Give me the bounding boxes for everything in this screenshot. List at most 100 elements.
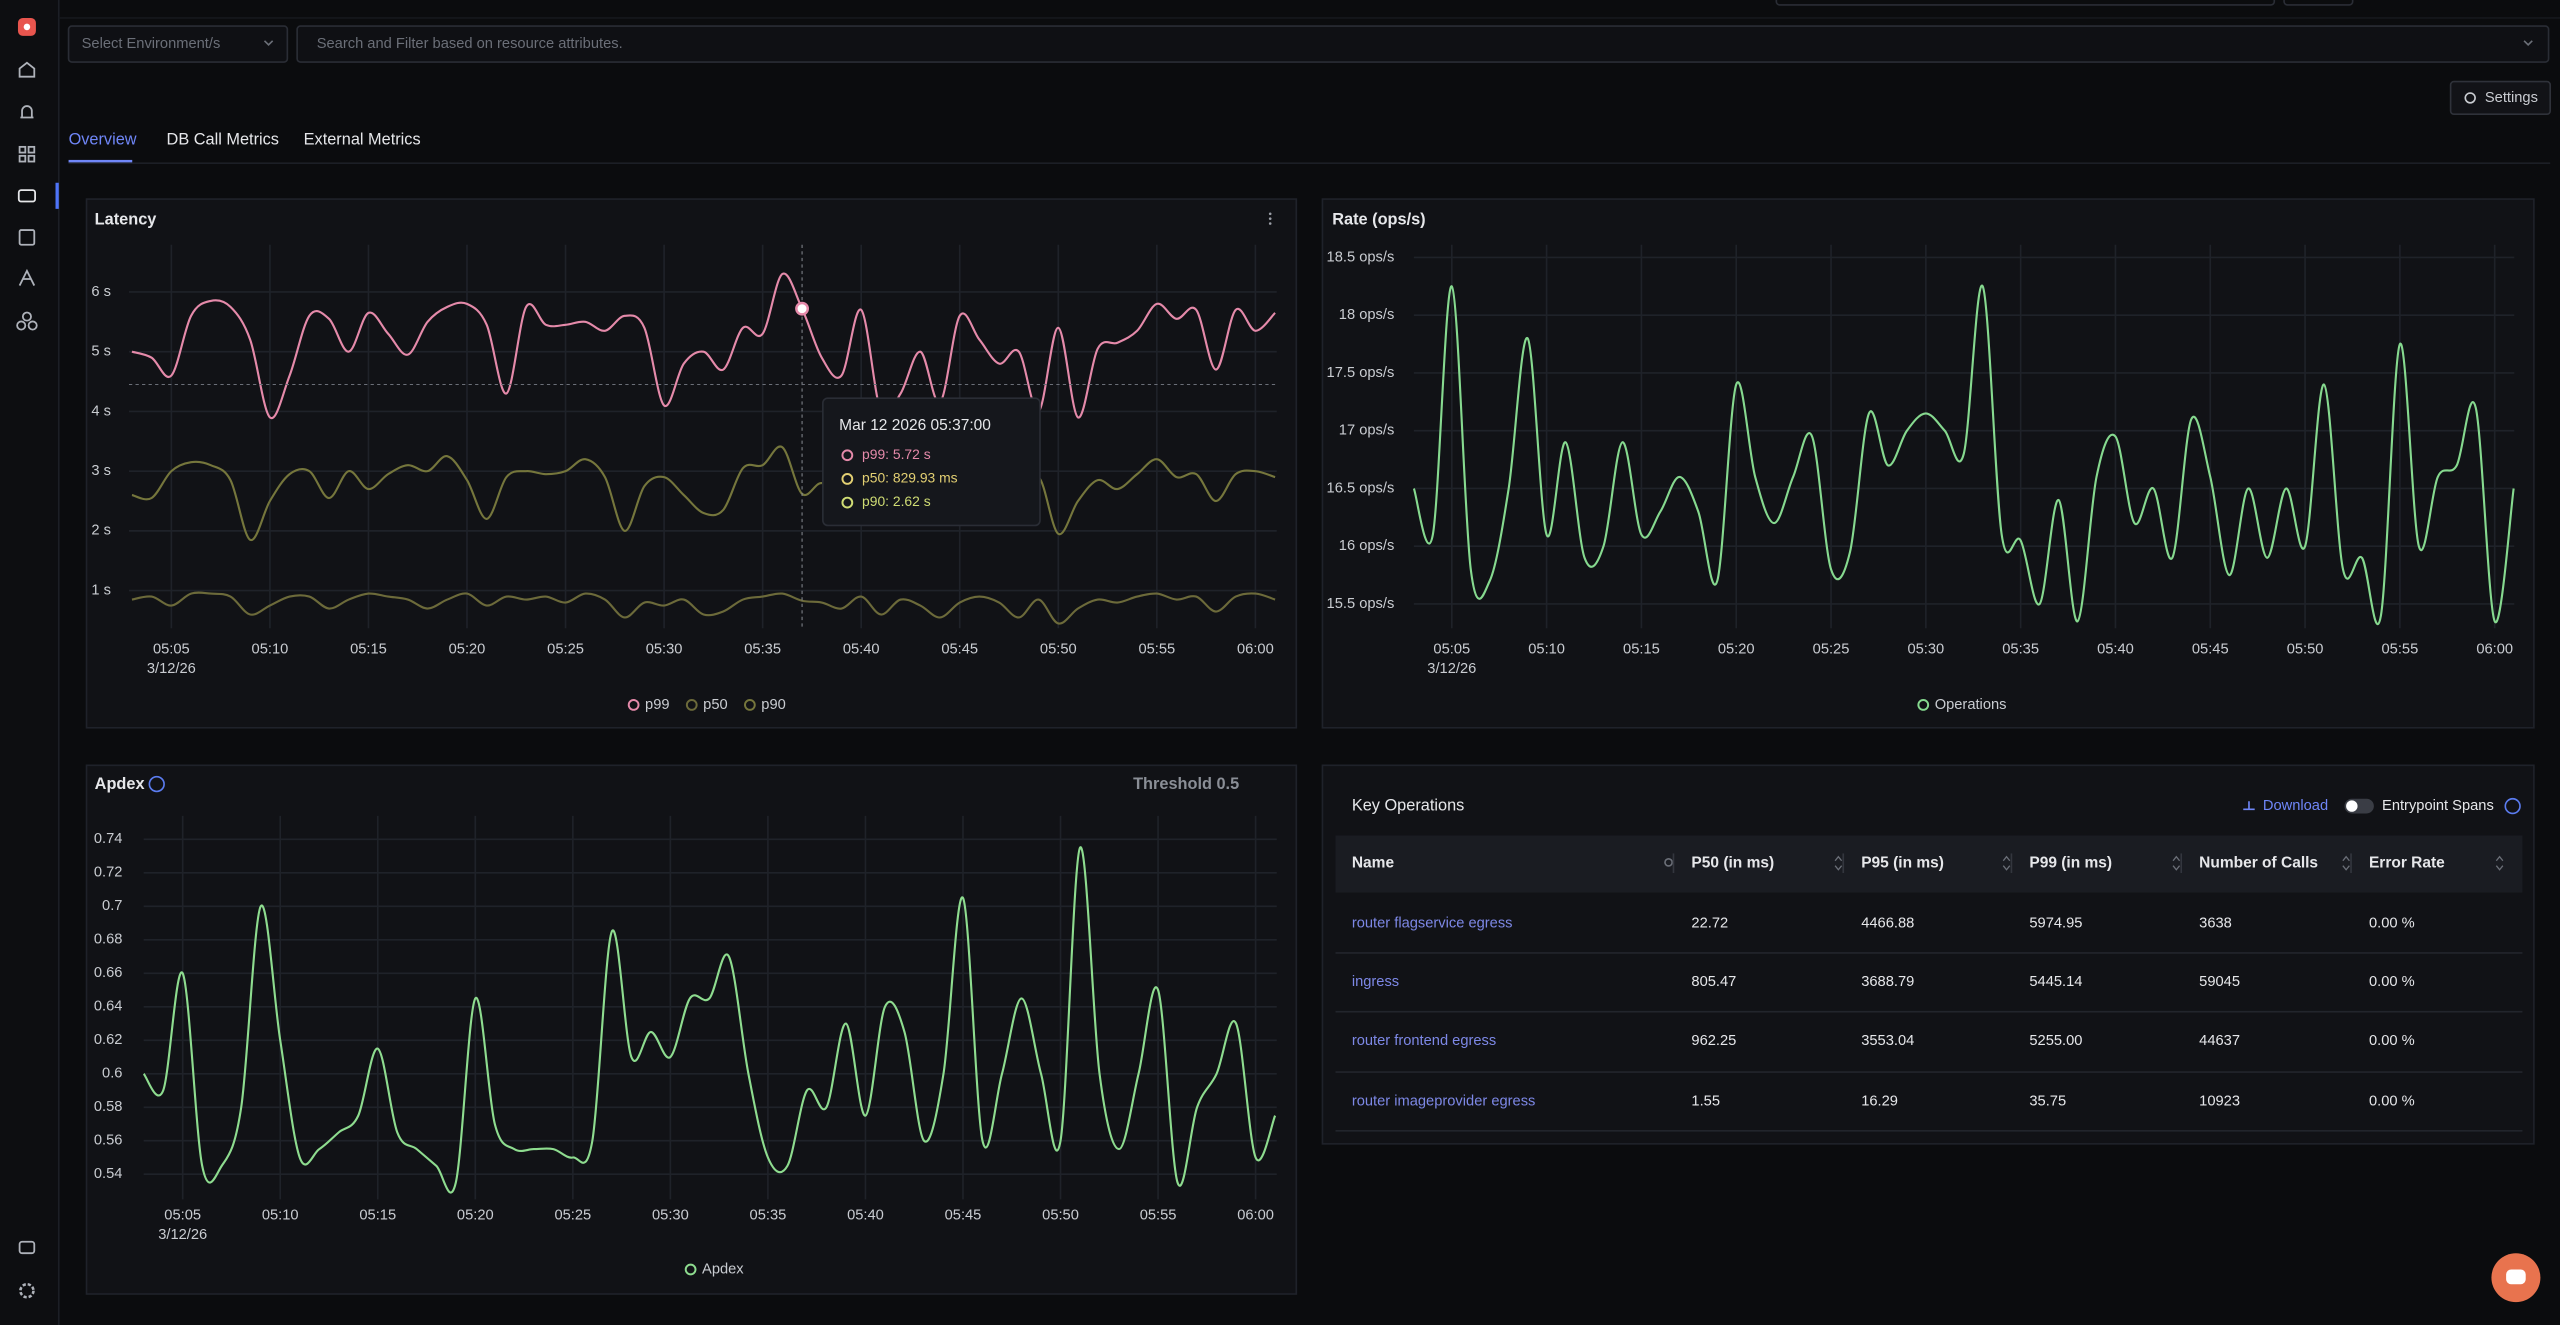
table-cell: 3638	[2199, 915, 2232, 931]
x-tick-label: 05:25	[547, 641, 584, 657]
sort-icon[interactable]	[2495, 855, 2504, 871]
refresh-button[interactable]	[2283, 0, 2354, 6]
active-indicator	[55, 182, 59, 209]
settings-icon[interactable]	[19, 1282, 35, 1299]
table-cell: 1.55	[1691, 1093, 1720, 1109]
tooltip-marker	[841, 473, 854, 485]
download-link[interactable]: Download	[2263, 798, 2328, 814]
x-tick-label: 05:35	[750, 1208, 787, 1224]
alerts-icon[interactable]	[20, 105, 34, 119]
operation-link[interactable]: router flagservice egress	[1352, 915, 1513, 931]
x-tick-label: 05:10	[1528, 641, 1565, 657]
table-cell: 16.29	[1861, 1093, 1898, 1109]
table-cell: 3553.04	[1861, 1033, 1914, 1049]
table-cell: 4466.88	[1861, 915, 1914, 931]
column-header[interactable]: P99 (in ms)	[2029, 854, 2112, 871]
x-tick-label: 05:45	[945, 1208, 982, 1224]
download-icon	[2243, 801, 2255, 811]
tab[interactable]: Overview	[69, 131, 137, 149]
time-picker[interactable]	[1775, 0, 2276, 6]
x-tick-label: 05:35	[744, 641, 781, 657]
table-cell: 3688.79	[1861, 974, 1914, 990]
table-cell: 22.72	[1691, 915, 1728, 931]
legend-label[interactable]: p99	[645, 697, 669, 713]
chart-title: Rate (ops/s)	[1332, 211, 1425, 229]
help-icon[interactable]	[2504, 797, 2521, 815]
gear-icon	[2464, 92, 2476, 104]
environment-select[interactable]	[67, 25, 289, 63]
infra-icon[interactable]	[16, 311, 38, 331]
x-tick-label: 05:45	[941, 641, 978, 657]
x-tick-label: 06:00	[1237, 1208, 1274, 1224]
search-placeholder: Search and Filter based on resource attr…	[317, 36, 623, 52]
sort-icon[interactable]	[2002, 855, 2011, 871]
table-cell: 805.47	[1691, 974, 1736, 990]
legend-marker[interactable]	[685, 699, 698, 711]
tooltip-item: p50: 829.93 ms	[862, 470, 958, 486]
y-tick-label: 3 s	[91, 463, 111, 479]
settings-button[interactable]	[2449, 80, 2552, 116]
traces-icon[interactable]	[18, 268, 36, 286]
legend-marker[interactable]	[1917, 699, 1930, 711]
tooltip-item: p99: 5.72 s	[862, 446, 931, 462]
table-cell: 0.00 %	[2369, 1033, 2415, 1049]
legend-label[interactable]: p50	[703, 697, 727, 713]
chart-title: Latency	[95, 211, 157, 229]
column-header[interactable]: Name	[1352, 854, 1395, 871]
table-cell: 5974.95	[2029, 915, 2082, 931]
x-tick-label: 05:10	[262, 1208, 299, 1224]
home-icon[interactable]	[18, 61, 36, 78]
y-tick-label: 18 ops/s	[1339, 307, 1394, 323]
services-icon[interactable]	[17, 189, 36, 203]
legend-marker[interactable]	[627, 699, 640, 711]
table-cell: 0.00 %	[2369, 915, 2415, 931]
line	[142, 846, 1277, 1194]
x-tick-label: 05:45	[2192, 641, 2229, 657]
y-tick-label: 16 ops/s	[1339, 538, 1394, 554]
legend-label[interactable]: Operations	[1935, 697, 2007, 713]
x-tick-label: 05:30	[646, 641, 683, 657]
table-cell: 59045	[2199, 974, 2240, 990]
tooltip-marker	[841, 449, 854, 462]
x-tick-label: 05:15	[1623, 641, 1660, 657]
chat-icon[interactable]	[18, 1240, 36, 1255]
help-icon[interactable]	[148, 775, 165, 793]
legend-label[interactable]: p90	[761, 697, 785, 713]
legend-label[interactable]: Apdex	[702, 1261, 744, 1277]
dashboards-icon[interactable]	[18, 145, 36, 163]
x-tick-label: 05:25	[554, 1208, 591, 1224]
panel	[1321, 764, 2535, 1145]
y-tick-label: 0.64	[94, 999, 123, 1015]
y-tick-label: 0.54	[94, 1166, 123, 1182]
sort-icon[interactable]	[1834, 855, 1843, 871]
y-tick-label: 0.66	[94, 965, 123, 981]
column-header[interactable]: P95 (in ms)	[1861, 854, 1944, 871]
legend-marker[interactable]	[684, 1263, 697, 1276]
logs-icon[interactable]	[18, 229, 36, 246]
line	[131, 272, 1276, 420]
column-header[interactable]: Error Rate	[2369, 854, 2445, 871]
legend-marker[interactable]	[743, 699, 756, 711]
operation-link[interactable]: ingress	[1352, 974, 1399, 990]
threshold-label: Threshold 0.5	[1133, 775, 1239, 793]
table-cell: 44637	[2199, 1033, 2240, 1049]
x-tick-label: 05:50	[2287, 641, 2324, 657]
sort-icon[interactable]	[2172, 855, 2181, 871]
tab[interactable]: DB Call Metrics	[167, 131, 279, 149]
x-tick-label: 05:40	[843, 641, 880, 657]
search-icon[interactable]	[1664, 857, 1673, 867]
search-input[interactable]	[296, 25, 2550, 63]
panel-menu[interactable]	[1268, 212, 1272, 225]
y-tick-label: 5 s	[91, 344, 111, 360]
x-tick-date: 3/12/26	[1427, 661, 1476, 677]
column-header[interactable]: P50 (in ms)	[1691, 854, 1774, 871]
x-tick-label: 05:15	[359, 1208, 396, 1224]
chart-title: Apdex	[95, 775, 145, 793]
operation-link[interactable]: router imageprovider egress	[1352, 1093, 1536, 1109]
tab[interactable]: External Metrics	[304, 131, 421, 149]
x-tick-label: 05:20	[449, 641, 486, 657]
sort-icon[interactable]	[2342, 855, 2350, 871]
operation-link[interactable]: router frontend egress	[1352, 1033, 1496, 1049]
y-tick-label: 0.62	[94, 1032, 123, 1048]
column-header[interactable]: Number of Calls	[2199, 854, 2318, 871]
